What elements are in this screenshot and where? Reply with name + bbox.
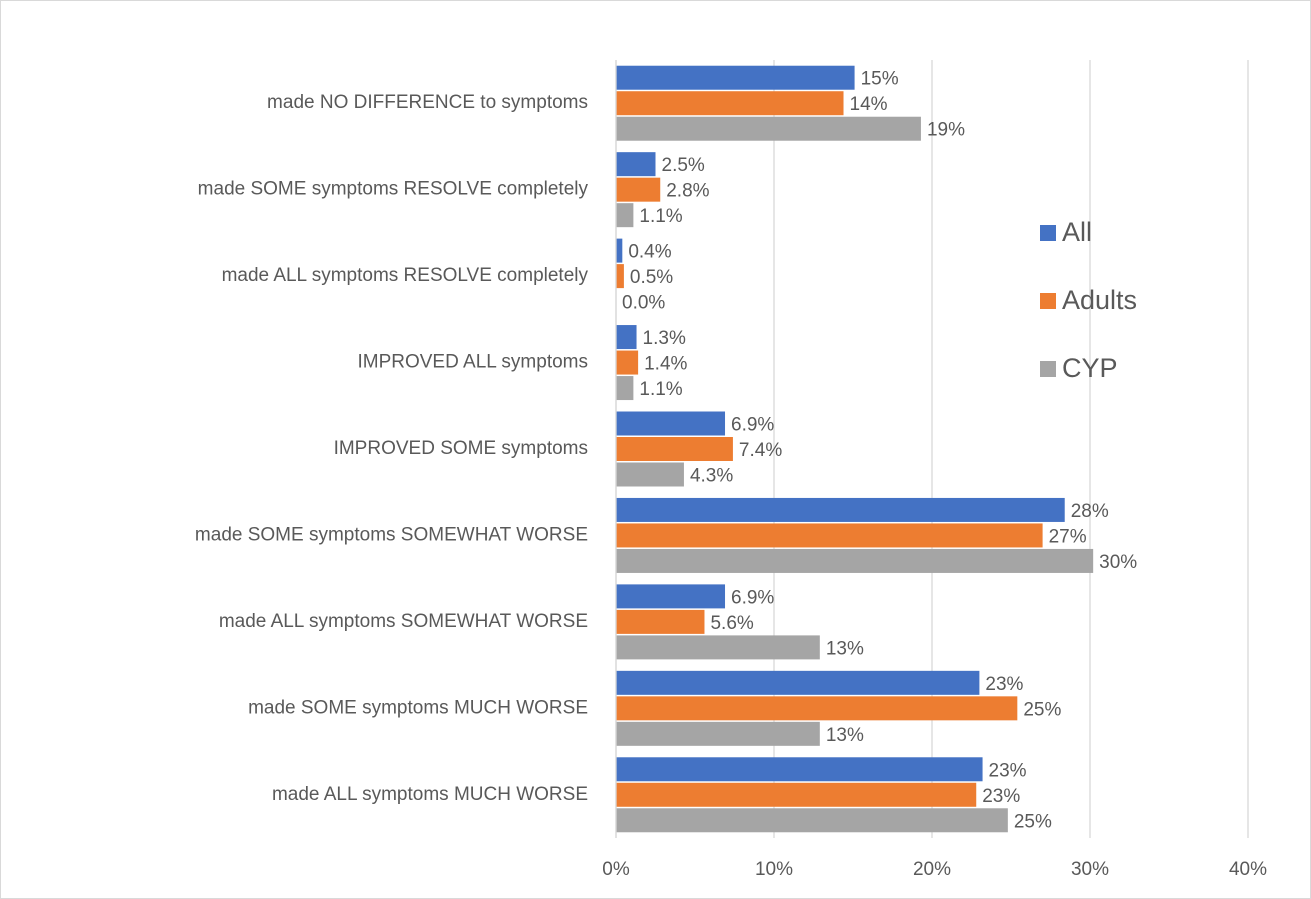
data-label: 19% (927, 120, 965, 141)
data-label: 1.1% (639, 379, 682, 400)
bar (616, 65, 855, 90)
data-label: 14% (850, 94, 888, 115)
y-tick-label: made ALL symptoms RESOLVE completely (222, 265, 589, 286)
bar (616, 696, 1018, 721)
data-label: 13% (826, 725, 864, 746)
data-label: 0.0% (622, 293, 665, 314)
x-tick-label: 0% (602, 859, 630, 880)
bar (616, 91, 844, 116)
bar (616, 350, 639, 375)
bar (616, 497, 1065, 522)
data-label: 7.4% (739, 440, 782, 461)
bar (616, 152, 656, 177)
data-label: 6.9% (731, 587, 774, 608)
bar (616, 264, 624, 289)
legend-text: All (1062, 217, 1092, 247)
bar (616, 635, 820, 660)
y-tick-label: made ALL symptoms MUCH WORSE (272, 784, 588, 805)
bar (616, 808, 1008, 833)
legend-text: CYP (1062, 353, 1118, 383)
data-label: 6.9% (731, 415, 774, 436)
data-label: 25% (1023, 699, 1061, 720)
data-label: 13% (826, 638, 864, 659)
y-tick-label: made ALL symptoms SOMEWHAT WORSE (219, 611, 588, 632)
bar (616, 437, 733, 461)
data-label: 27% (1049, 526, 1087, 547)
data-label: 5.6% (710, 613, 753, 634)
legend-swatch (1040, 225, 1056, 241)
data-label: 28% (1071, 501, 1109, 522)
bar (616, 721, 820, 746)
bar (616, 584, 726, 609)
y-tick-label: made SOME symptoms MUCH WORSE (248, 697, 588, 718)
bar (616, 609, 705, 634)
data-label: 4.3% (690, 466, 733, 487)
data-label: 23% (982, 786, 1020, 807)
bar (616, 177, 661, 202)
bar (616, 782, 977, 807)
bar (616, 376, 634, 401)
legend-swatch (1040, 361, 1056, 377)
data-label: 2.5% (662, 155, 705, 176)
bar (616, 670, 980, 695)
bar (616, 411, 726, 436)
x-tick-label: 20% (913, 859, 951, 880)
data-label: 15% (861, 69, 899, 90)
data-label: 1.3% (643, 328, 686, 349)
y-tick-label: made SOME symptoms SOMEWHAT WORSE (195, 524, 588, 545)
bar (616, 238, 623, 263)
data-label: 23% (985, 674, 1023, 695)
bar (616, 325, 637, 350)
bar (616, 548, 1094, 573)
y-tick-label: IMPROVED ALL symptoms (357, 352, 588, 373)
y-tick-label: IMPROVED SOME symptoms (334, 438, 588, 459)
data-label: 0.5% (630, 267, 673, 288)
bar (616, 116, 921, 141)
data-label: 25% (1014, 811, 1052, 832)
x-tick-label: 40% (1229, 859, 1267, 880)
bar (616, 203, 634, 228)
bar (616, 523, 1043, 548)
y-tick-label: made SOME symptoms RESOLVE completely (198, 179, 589, 200)
x-tick-label: 10% (755, 859, 793, 880)
data-label: 2.8% (666, 181, 709, 202)
data-label: 23% (989, 760, 1027, 781)
bar (616, 462, 684, 487)
data-label: 30% (1099, 552, 1137, 573)
data-label: 1.1% (639, 206, 682, 227)
data-label: 0.4% (628, 242, 671, 263)
bar (616, 757, 983, 782)
data-label: 1.4% (644, 354, 687, 375)
y-tick-label: made NO DIFFERENCE to symptoms (267, 92, 588, 113)
legend-text: Adults (1062, 285, 1137, 315)
x-tick-label: 30% (1071, 859, 1109, 880)
legend-swatch (1040, 293, 1056, 309)
